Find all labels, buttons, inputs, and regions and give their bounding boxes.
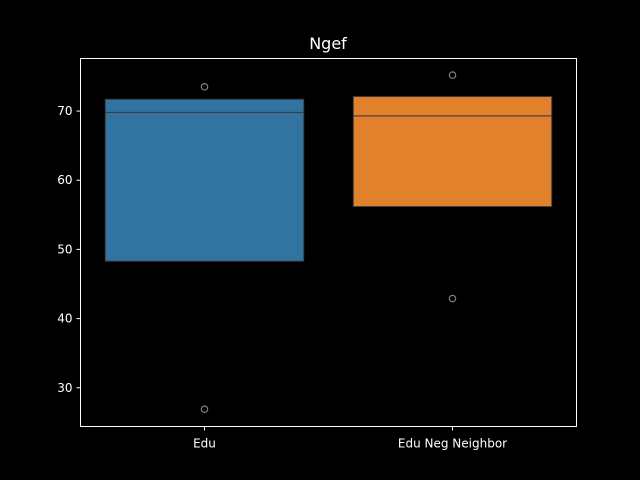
outlier-point — [200, 405, 209, 414]
x-axis: Edu Edu Neg Neighbor — [193, 426, 507, 451]
box-body — [352, 96, 553, 208]
y-tick-label: 30 — [57, 381, 72, 395]
axes-frame — [80, 58, 577, 427]
box-group — [352, 71, 553, 303]
plot-area — [104, 71, 553, 414]
chart-title: Ngef — [309, 34, 347, 53]
outlier-point — [448, 294, 457, 303]
outlier-point — [448, 71, 457, 79]
y-tick-label: 70 — [57, 104, 72, 118]
y-tick-label: 50 — [57, 242, 72, 256]
y-tick-label: 60 — [57, 173, 72, 187]
box-group — [104, 83, 305, 414]
outlier-point — [200, 83, 209, 91]
y-axis: 30 40 50 60 70 — [57, 104, 81, 395]
box-body — [104, 98, 305, 262]
y-tick-label: 40 — [57, 312, 72, 326]
x-tick-label: Edu Neg Neighbor — [398, 437, 507, 451]
x-tick-label: Edu — [193, 437, 216, 451]
